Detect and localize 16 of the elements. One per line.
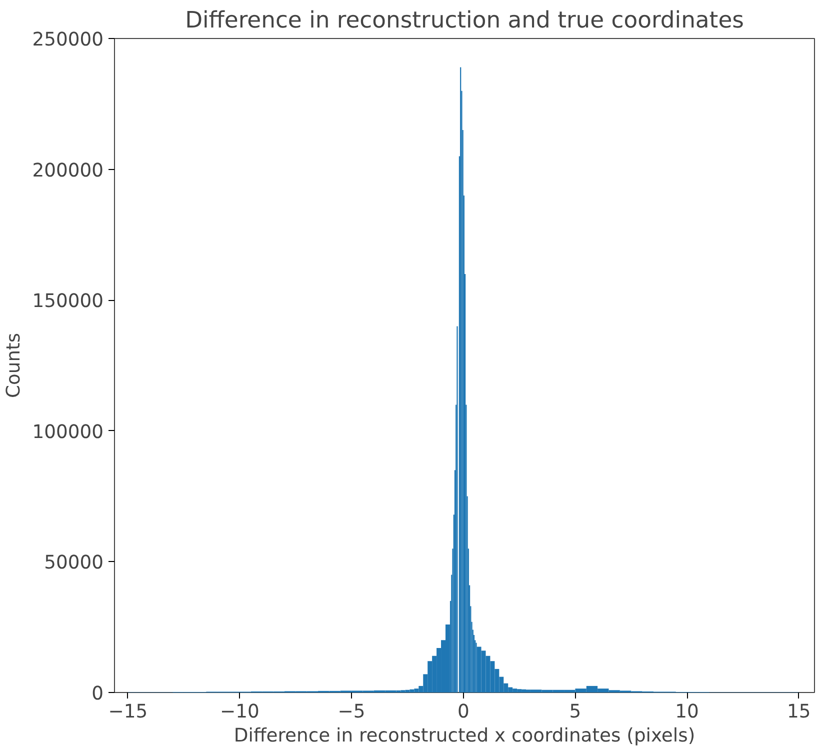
x-axis-title: Difference in reconstructed x coordinates (pixels) (234, 726, 696, 746)
y-tick-label: 0 (92, 684, 104, 704)
y-tick-label: 100000 (32, 422, 104, 443)
x-tick-label: 5 (569, 702, 582, 722)
x-tick-label: 10 (675, 702, 699, 722)
chart-title: Difference in reconstruction and true coordinates (185, 8, 744, 34)
y-tick-label: 50000 (44, 552, 104, 574)
x-tick-label: 15 (786, 702, 811, 722)
x-tick-label: −10 (220, 702, 260, 722)
x-tick-label: −5 (338, 702, 366, 722)
x-tick-label: −15 (108, 702, 148, 722)
y-axis-title: Counts (3, 332, 24, 398)
y-tick-label: 200000 (32, 160, 104, 182)
y-tick-label: 150000 (32, 291, 104, 312)
x-tick-label: 0 (457, 702, 470, 722)
y-tick-label: 250000 (32, 30, 104, 50)
